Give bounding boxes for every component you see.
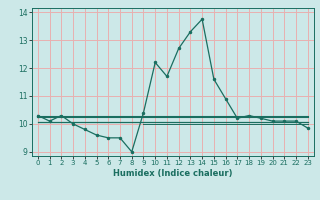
X-axis label: Humidex (Indice chaleur): Humidex (Indice chaleur) xyxy=(113,169,233,178)
